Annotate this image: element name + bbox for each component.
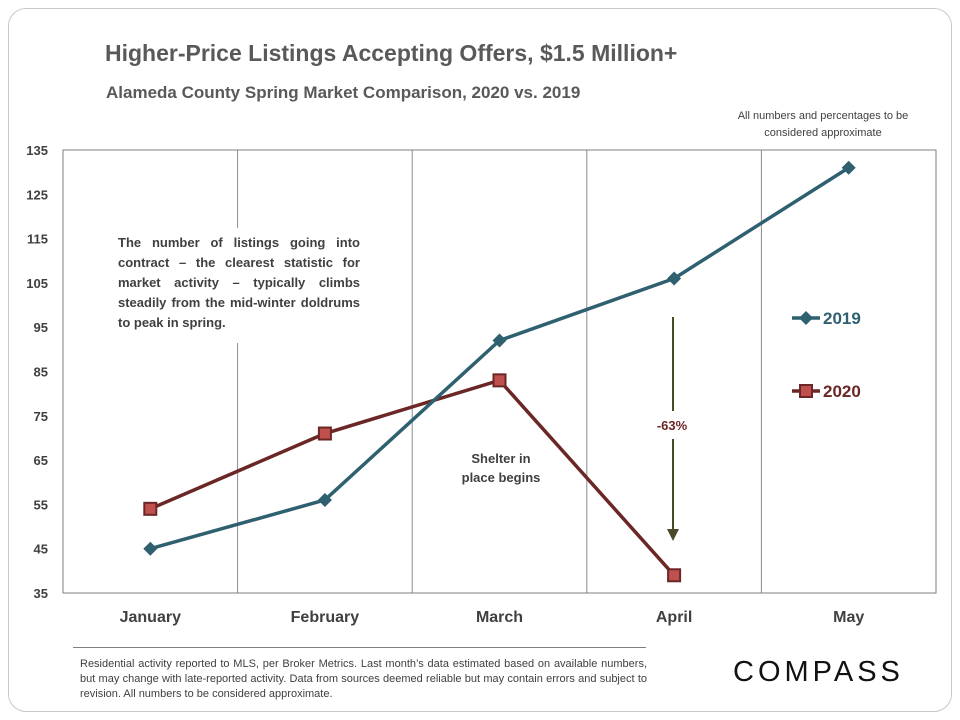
x-tick-label: April [656, 609, 692, 626]
decline-arrow-head [667, 529, 679, 541]
chart-title: Higher-Price Listings Accepting Offers, … [105, 40, 678, 66]
description-annotation: The number of listings going into contra… [118, 235, 360, 330]
data-point-2019 [667, 271, 682, 286]
y-tick-label: 125 [26, 187, 48, 202]
legend-label-2020: 2020 [823, 382, 861, 401]
legend-label-2019: 2019 [823, 309, 861, 328]
grid-lines [237, 150, 762, 593]
y-tick-label: 115 [27, 232, 48, 247]
y-tick-label: 135 [26, 143, 48, 158]
y-tick-label: 95 [34, 320, 48, 335]
y-tick-label: 65 [34, 453, 48, 468]
y-tick-label: 55 [34, 497, 48, 512]
x-tick-label: January [120, 609, 181, 626]
y-tick-label: 45 [34, 542, 48, 557]
data-point-2020 [317, 426, 332, 441]
data-point-2019 [317, 492, 332, 507]
legend: 2019 2020 [792, 309, 861, 401]
legend-marker-2019 [799, 311, 813, 325]
x-tick-label: February [291, 609, 360, 626]
data-point-2019 [492, 333, 507, 348]
data-point-2019 [143, 541, 158, 556]
approximate-note: All numbers and percentages to be consid… [737, 110, 909, 139]
data-point-2019 [841, 160, 856, 175]
shelter-label-line1: Shelter in [471, 451, 530, 466]
data-point-2020 [667, 568, 682, 583]
footer-divider [73, 647, 646, 648]
x-tick-label: May [833, 609, 864, 626]
change-label-box [648, 411, 696, 439]
data-point-2020 [143, 501, 158, 516]
data-point-2020 [492, 373, 507, 388]
series-layer [143, 160, 856, 583]
change-label: -63% [657, 418, 688, 433]
shelter-box [440, 442, 562, 492]
x-tick-label: March [476, 609, 523, 626]
plot-area-border [62, 149, 937, 594]
y-tick-label: 85 [34, 365, 48, 380]
y-tick-label: 35 [34, 586, 48, 601]
series-line-2020 [149, 378, 676, 577]
description-text: The number of listings going into contra… [118, 235, 360, 330]
compass-logo: COMPASS [733, 656, 904, 688]
y-tick-label: 105 [26, 276, 48, 291]
chart-subtitle: Alameda County Spring Market Comparison,… [106, 83, 581, 102]
description-box [108, 228, 366, 343]
y-axis: 35 45 55 65 75 85 95 105 115 125 135 [26, 143, 48, 601]
footer-disclaimer: Residential activity reported to MLS, pe… [80, 658, 647, 700]
x-axis: January February March April May [120, 609, 865, 626]
legend-marker-2020 [799, 384, 813, 398]
y-tick-label: 75 [34, 409, 48, 424]
shelter-label-line2: place begins [462, 470, 541, 485]
